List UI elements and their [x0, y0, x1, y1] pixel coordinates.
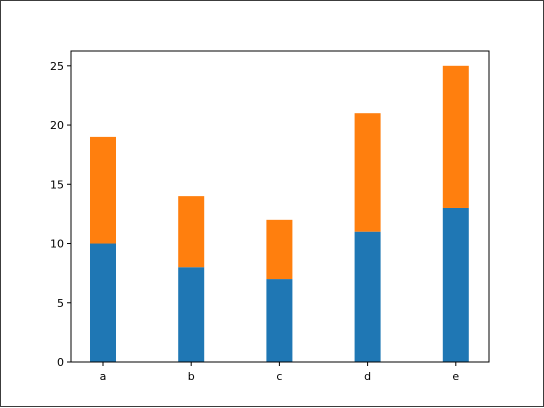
y-tick-label-10: 10: [50, 238, 64, 251]
y-tick-label-20: 20: [50, 119, 64, 132]
x-tick-label-a: a: [100, 370, 107, 383]
bar-a-series-2: [90, 136, 116, 244]
x-axis: a b c d e: [100, 362, 459, 383]
bar-b-series-2: [178, 196, 205, 268]
bar-e-series-2: [442, 65, 469, 208]
plot-frame: [70, 50, 490, 363]
x-tick-label-e: e: [452, 370, 459, 383]
bar-a-series-1: [90, 243, 116, 362]
bars-group: [90, 65, 469, 362]
x-tick-label-b: b: [188, 370, 195, 383]
bar-d-series-1: [354, 231, 381, 362]
bar-c-series-2: [266, 219, 293, 280]
bar-b-series-1: [178, 267, 205, 362]
y-tick-label-15: 15: [50, 178, 64, 191]
x-tick-label-c: c: [276, 370, 282, 383]
bar-d-series-2: [354, 113, 381, 232]
y-tick-label-0: 0: [57, 356, 64, 369]
x-tick-label-d: d: [364, 370, 371, 383]
y-tick-label-25: 25: [50, 60, 64, 73]
bar-c-series-1: [266, 279, 293, 362]
bar-e-series-1: [442, 207, 469, 362]
y-tick-label-5: 5: [57, 297, 64, 310]
y-axis: 0 5 10 15 20 25: [50, 60, 71, 369]
